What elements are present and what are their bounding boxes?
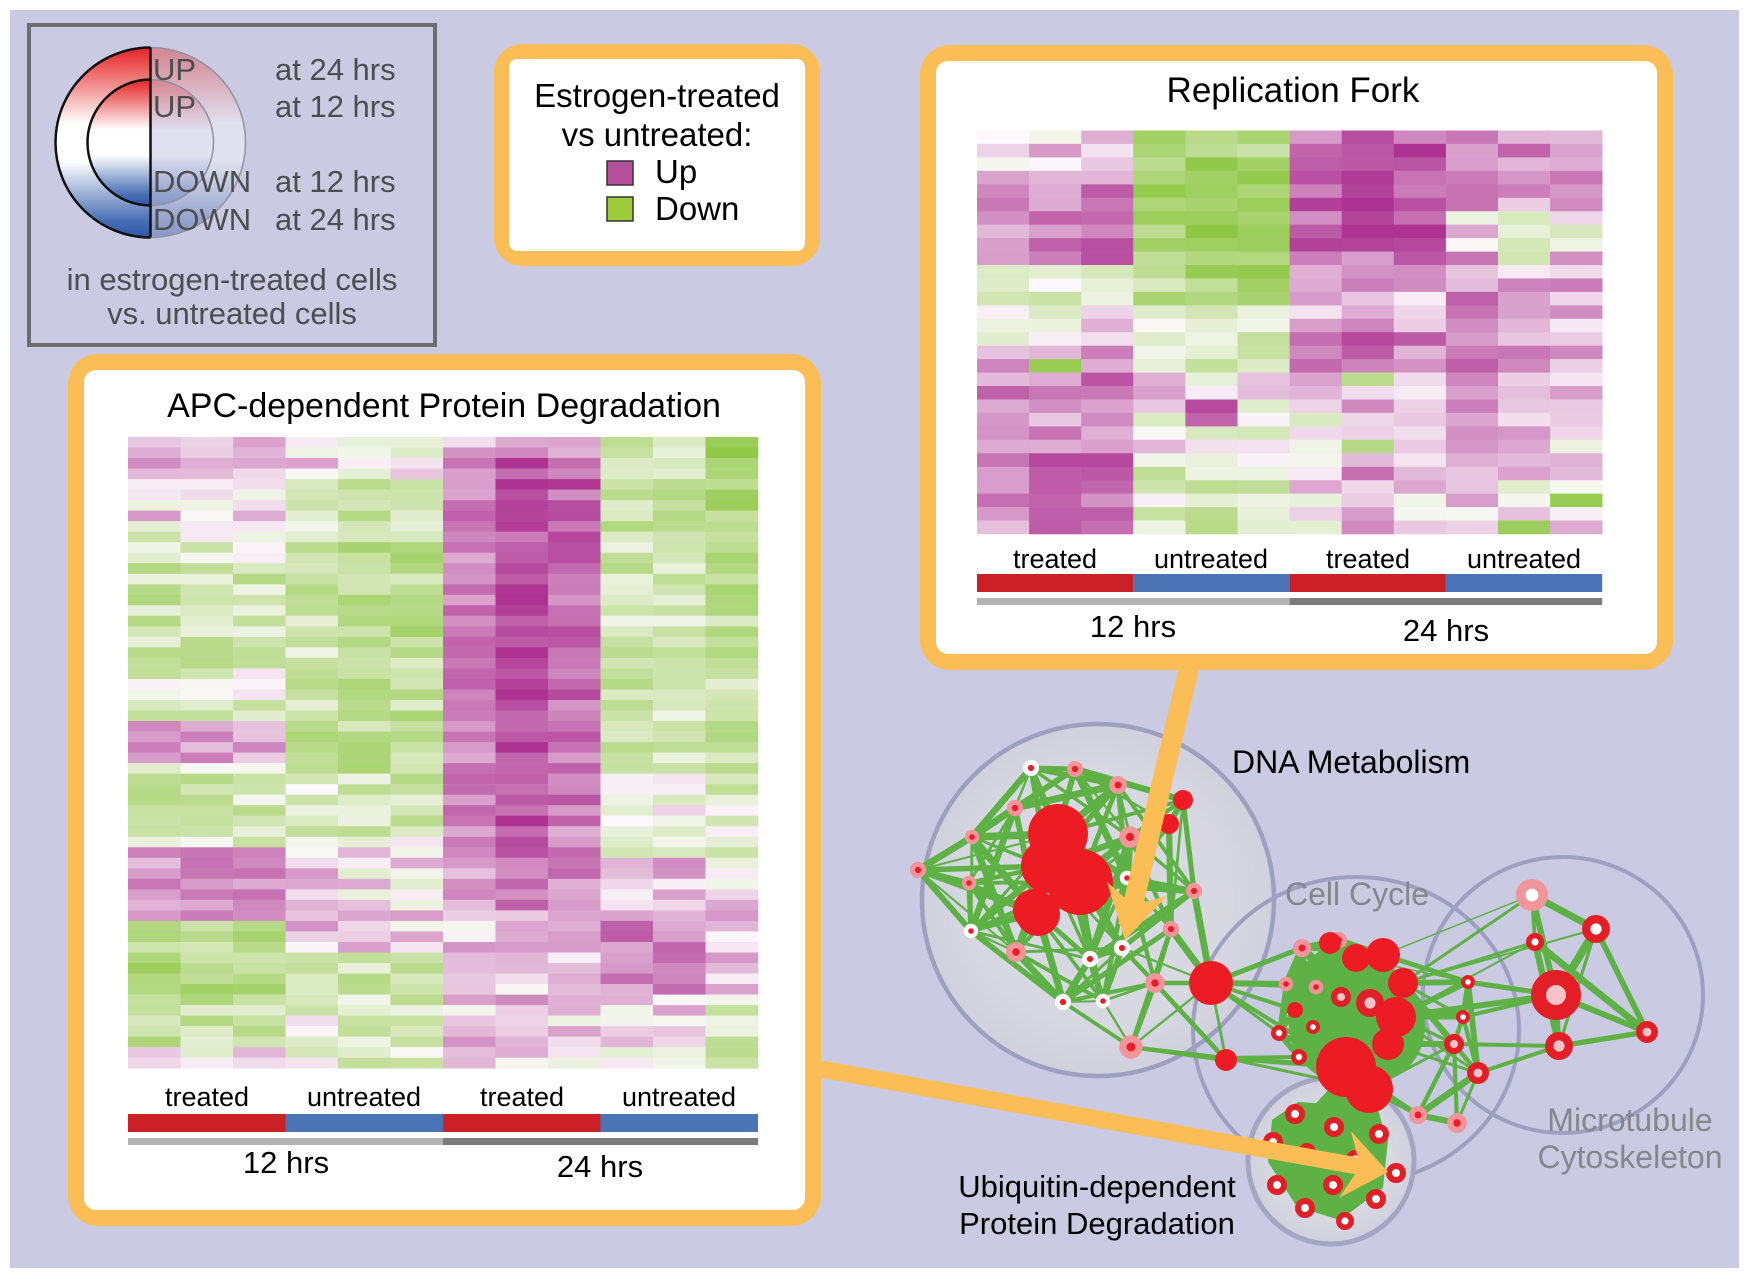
svg-text:at 12 hrs: at 12 hrs [275,89,396,124]
svg-text:24 hrs: 24 hrs [1403,613,1489,648]
svg-text:Down: Down [655,190,739,227]
svg-text:untreated: untreated [1154,544,1268,574]
svg-text:12 hrs: 12 hrs [1090,609,1176,644]
svg-text:Protein Degradation: Protein Degradation [959,1206,1235,1241]
svg-text:Up: Up [655,153,697,190]
svg-text:untreated: untreated [622,1082,736,1112]
svg-text:at 24 hrs: at 24 hrs [275,202,396,237]
svg-text:treated: treated [165,1082,249,1112]
svg-text:DNA Metabolism: DNA Metabolism [1232,744,1470,780]
svg-text:12 hrs: 12 hrs [243,1145,329,1180]
svg-text:Microtubule: Microtubule [1547,1102,1712,1138]
svg-text:at 12 hrs: at 12 hrs [275,164,396,199]
svg-text:DOWN: DOWN [153,202,251,237]
svg-text:APC-dependent Protein Degradat: APC-dependent Protein Degradation [167,387,721,425]
svg-text:DOWN: DOWN [153,164,251,199]
svg-text:Estrogen-treated: Estrogen-treated [534,77,780,114]
svg-text:treated: treated [1326,544,1410,574]
svg-text:Replication Fork: Replication Fork [1167,71,1420,110]
svg-text:Ubiquitin-dependent: Ubiquitin-dependent [958,1169,1236,1204]
svg-text:untreated: untreated [307,1082,421,1112]
svg-text:treated: treated [480,1082,564,1112]
svg-text:untreated: untreated [1467,544,1581,574]
svg-text:vs. untreated cells: vs. untreated cells [107,296,357,331]
svg-text:vs untreated:: vs untreated: [562,116,753,153]
svg-text:Cytoskeleton: Cytoskeleton [1538,1139,1723,1175]
svg-text:Cell Cycle: Cell Cycle [1285,876,1429,912]
svg-text:UP: UP [153,89,196,124]
svg-text:UP: UP [153,52,196,87]
svg-text:treated: treated [1013,544,1097,574]
svg-text:in estrogen-treated cells: in estrogen-treated cells [67,262,398,297]
svg-text:at 24 hrs: at 24 hrs [275,52,396,87]
svg-text:24 hrs: 24 hrs [557,1149,643,1184]
